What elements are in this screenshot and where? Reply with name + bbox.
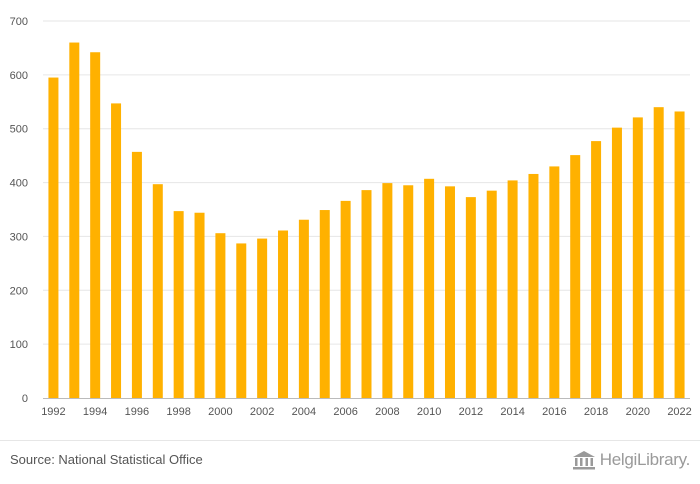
x-tick-label: 2022 [667, 406, 691, 418]
bar-2005[interactable] [319, 210, 330, 398]
bars [48, 42, 685, 399]
x-tick-label: 2016 [542, 406, 566, 418]
bar-2004[interactable] [298, 219, 309, 398]
source-note: Source: National Statistical Office [10, 452, 203, 467]
bar-2019[interactable] [611, 127, 622, 398]
x-tick-label: 2006 [333, 406, 357, 418]
y-tick-label: 700 [10, 16, 28, 28]
bar-2003[interactable] [278, 230, 289, 398]
y-axis-tick-labels: 0 100 200 300 400 500 600 700 [10, 16, 28, 405]
bar-2014[interactable] [507, 180, 518, 398]
x-axis-tick-labels: 1992 1994 1996 1998 2000 2002 2004 2006 2008 2010… [41, 406, 692, 418]
x-tick-label: 2014 [500, 406, 524, 418]
x-tick-label: 2020 [626, 406, 650, 418]
x-tick-label: 2004 [292, 406, 316, 418]
bar-2021[interactable] [653, 107, 664, 399]
brand-name: HelgiLibrary. [599, 450, 691, 469]
bar-2002[interactable] [257, 238, 268, 398]
bar-2013[interactable] [486, 190, 497, 398]
y-tick-label: 200 [10, 285, 28, 297]
bar-2009[interactable] [403, 185, 414, 398]
x-tick-label: 2000 [208, 406, 232, 418]
x-tick-label: 1994 [83, 406, 107, 418]
bar-2018[interactable] [591, 141, 602, 398]
bar-2020[interactable] [632, 117, 643, 398]
helgilibrary-logo[interactable]: HelgiLibrary. [572, 449, 690, 471]
x-tick-label: 2010 [417, 406, 441, 418]
bar-1993[interactable] [69, 42, 80, 399]
x-tick-label: 2008 [375, 406, 399, 418]
bar-2006[interactable] [340, 200, 351, 398]
y-tick-label: 100 [10, 339, 28, 351]
bar-chart: 0 100 200 300 400 500 600 700 1992 1994 1996 1998 2… [10, 16, 692, 418]
bar-2012[interactable] [465, 197, 476, 398]
y-tick-label: 0 [22, 393, 28, 405]
bar-2011[interactable] [444, 186, 455, 398]
y-tick-label: 500 [10, 124, 28, 136]
bar-1992[interactable] [48, 77, 59, 399]
y-tick-label: 600 [10, 70, 28, 82]
y-tick-label: 300 [10, 231, 28, 243]
bar-2015[interactable] [528, 173, 539, 398]
x-tick-label: 1996 [125, 406, 149, 418]
x-tick-label: 1992 [41, 406, 65, 418]
bar-1997[interactable] [152, 184, 163, 398]
bar-2008[interactable] [382, 183, 393, 398]
x-tick-label: 2012 [459, 406, 483, 418]
bar-1998[interactable] [173, 211, 184, 398]
y-tick-label: 400 [10, 178, 28, 190]
bar-1995[interactable] [111, 103, 122, 398]
bar-2010[interactable] [424, 178, 435, 398]
bar-2007[interactable] [361, 190, 372, 398]
bar-2017[interactable] [570, 155, 581, 398]
bar-1999[interactable] [194, 212, 205, 398]
bar-1996[interactable] [131, 151, 142, 398]
x-tick-label: 2002 [250, 406, 274, 418]
footer: Source: National Statistical Office Helg… [0, 440, 700, 484]
bar-1994[interactable] [90, 52, 101, 398]
bar-2001[interactable] [236, 243, 247, 398]
bar-2000[interactable] [215, 233, 226, 398]
library-building-icon [572, 451, 595, 470]
bar-2022[interactable] [674, 111, 685, 398]
bar-2016[interactable] [549, 166, 560, 398]
x-tick-label: 2018 [584, 406, 608, 418]
x-tick-label: 1998 [166, 406, 190, 418]
